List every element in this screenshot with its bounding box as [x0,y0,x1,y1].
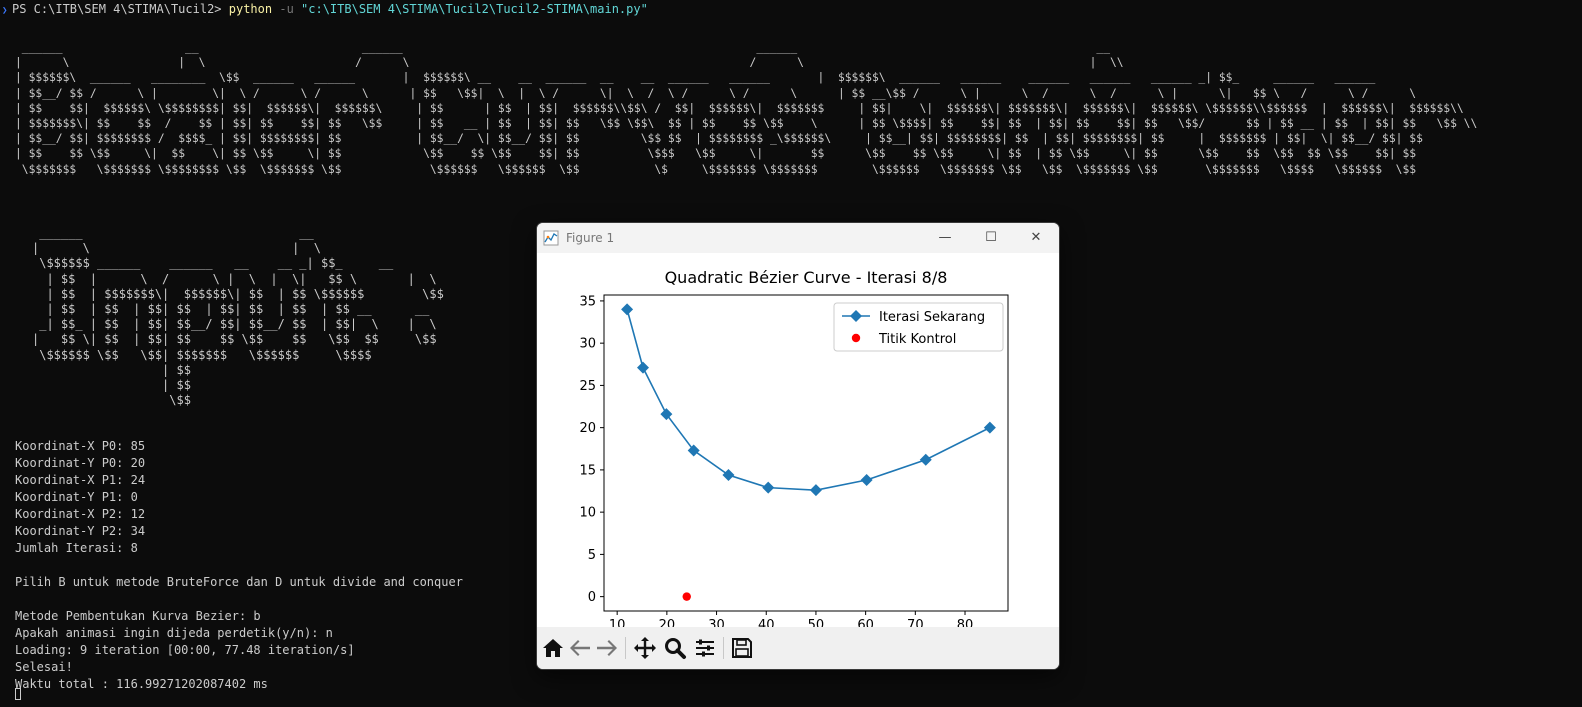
command-prompt-line: ❯ PS C:\ITB\SEM 4\STIMA\Tucil2> python -u… [2,0,648,18]
command-script-path: "c:\ITB\SEM 4\STIMA\Tucil2\Tucil2-STIMA\… [301,2,648,16]
output-line [15,557,463,574]
x-tick-label: 80 [957,618,974,627]
pan-move-icon[interactable] [633,636,657,660]
output-line: Koordinat-Y P2: 34 [15,524,146,538]
command-flag: -u [279,2,294,16]
plot-axes-frame [603,294,1009,612]
matplotlib-figure-window[interactable]: Figure 1 — ☐ ✕ Quadratic Bézier Curve - … [537,223,1059,669]
y-tick-label: 35 [579,294,596,309]
y-tick-label: 25 [579,379,596,394]
command-executable: python [228,2,273,16]
data-point-diamond [687,444,700,457]
close-button[interactable]: ✕ [1030,230,1042,245]
y-tick-label: 30 [579,337,596,352]
home-icon[interactable] [541,636,565,660]
output-line: Koordinat-X P0: 85 [15,439,146,453]
data-point-diamond [860,474,873,487]
data-point-diamond [660,408,673,421]
save-floppy-icon[interactable] [730,636,754,660]
data-point-diamond [637,361,650,374]
output-line: Apakah animasi ingin dijeda perdetik(y/n… [15,626,333,640]
program-output: Koordinat-X P0: 85 Koordinat-Y P0: 20 Koor… [15,438,463,693]
ascii-banner-input: ______ __ | \ | \ \$$$$$$ ______ ______ … [32,226,444,408]
maximize-button[interactable]: ☐ [985,230,997,245]
series-line-iterasi-sekarang [626,309,991,491]
data-point-diamond [762,481,775,494]
output-line: Selesai! [15,660,73,674]
ascii-banner-bezier-curve-generator: ______ __ ______ ______ __ | \ | \ [15,41,1478,176]
y-tick-label: 15 [579,463,596,478]
output-line: Loading: 9 iteration [00:00, 77.48 itera… [15,643,355,657]
window-titlebar[interactable]: Figure 1 — ☐ ✕ [537,223,1059,253]
y-tick-label: 5 [588,548,596,563]
minimize-button[interactable]: — [938,230,952,245]
chart-title: Quadratic Bézier Curve - Iterasi 8/8 [665,268,948,287]
matplotlib-app-icon [543,230,559,246]
zoom-magnifier-icon[interactable] [663,636,687,660]
output-line: Metode Pembentukan Kurva Bezier: b [15,609,261,623]
powershell-prompt-icon: ❯ [2,6,8,16]
toolbar-separator [625,637,626,659]
output-line: Pilih B untuk metode BruteForce dan D un… [15,575,463,589]
prompt-path: PS C:\ITB\SEM 4\STIMA\Tucil2> [12,2,222,16]
toolbar-separator [723,637,724,659]
legend-box [833,302,1004,352]
window-title: Figure 1 [566,231,615,245]
legend-diamond-marker [850,310,862,322]
forward-arrow-icon[interactable] [595,636,619,660]
output-line: Koordinat-Y P1: 0 [15,490,138,504]
output-line [15,591,463,608]
x-tick-label: 70 [907,618,924,627]
data-point-diamond [983,421,996,434]
plot-canvas[interactable]: Quadratic Bézier Curve - Iterasi 8/8 10 20… [537,253,1059,627]
control-point-dot [682,592,691,601]
output-line: Waktu total : 116.99271202087402 ms [15,677,268,691]
x-tick-label: 20 [659,618,676,627]
x-tick-label: 60 [857,618,874,627]
legend-dot-marker [851,333,861,343]
y-tick-label: 0 [588,590,596,605]
legend-label-titik-kontrol: Titik Kontrol [878,332,956,347]
output-line: Koordinat-X P1: 24 [15,473,146,487]
x-tick-label: 30 [708,618,725,627]
output-line: Koordinat-X P2: 12 [15,507,146,521]
output-line: Jumlah Iterasi: 8 [15,541,138,555]
x-tick-label: 10 [609,618,626,627]
data-point-diamond [621,303,634,316]
x-tick-label: 40 [758,618,775,627]
terminal-cursor [15,688,21,700]
data-point-diamond [919,453,932,466]
y-tick-label: 20 [579,421,596,436]
data-point-diamond [722,468,735,481]
configure-subplots-icon[interactable] [693,636,717,660]
x-tick-label: 50 [808,618,825,627]
navigation-toolbar [537,627,1059,669]
data-point-diamond [809,484,822,497]
legend-label-iterasi-sekarang: Iterasi Sekarang [879,310,985,325]
back-arrow-icon[interactable] [568,636,592,660]
y-tick-label: 10 [579,506,596,521]
output-line: Koordinat-Y P0: 20 [15,456,146,470]
